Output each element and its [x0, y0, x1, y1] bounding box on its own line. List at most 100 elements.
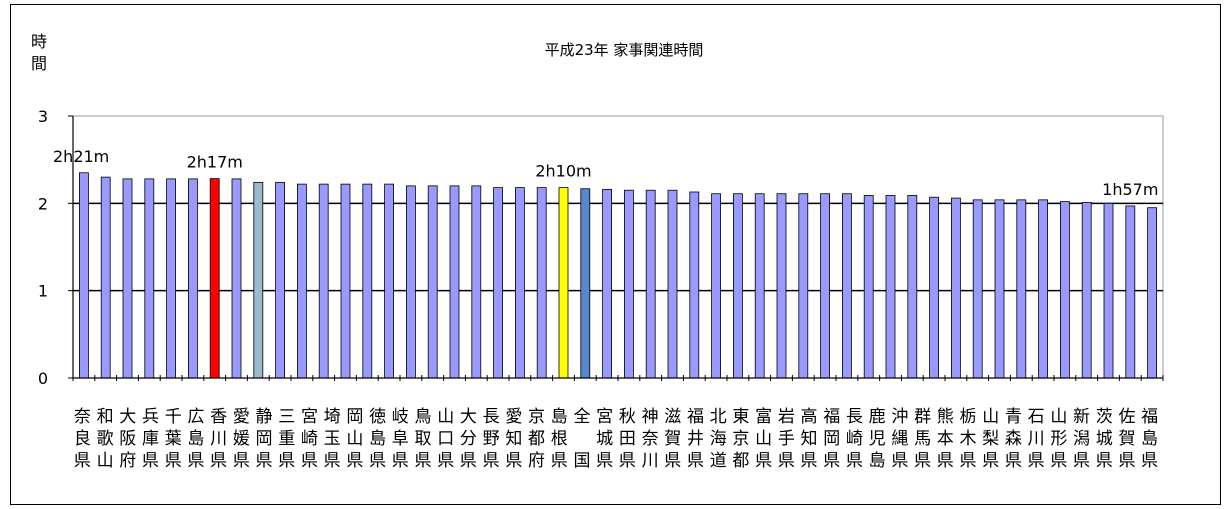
- x-tick-label-char: 県: [369, 451, 386, 471]
- x-tick-label-char: 北: [710, 407, 727, 427]
- x-tick-label-char: 新: [1073, 407, 1090, 427]
- bar: [231, 178, 242, 379]
- x-tick-label-char: 山: [97, 451, 114, 471]
- x-tick-label-char: 京: [732, 429, 749, 449]
- x-tick-label-char: 県: [1096, 451, 1113, 471]
- x-tick-label-char: 県: [891, 451, 908, 471]
- data-label: 2h21m: [53, 147, 109, 166]
- x-tick-label-char: 大: [119, 407, 136, 427]
- x-tick-label-char: 県: [596, 451, 613, 471]
- bar: [907, 195, 918, 379]
- bar: [471, 185, 482, 379]
- bar: [602, 188, 612, 379]
- x-tick-label-char: 道: [710, 451, 727, 471]
- x-tick-label-char: 全: [573, 407, 590, 427]
- x-tick-label-char: 馬: [914, 429, 931, 449]
- x-tick-label-char: 埼: [324, 407, 341, 427]
- x-tick-label-char: 三: [278, 407, 295, 427]
- x-tick-label-char: 県: [687, 451, 704, 471]
- data-labels: 2h21m 2h17m 2h10m 1h57m: [53, 147, 1158, 199]
- y-tick-label: 0: [38, 369, 48, 388]
- chart-title: 平成23年 家事関連時間: [545, 41, 704, 59]
- data-label: 1h57m: [1102, 180, 1158, 199]
- x-tick-label-char: 県: [823, 451, 840, 471]
- x-tick-label-char: 縄: [891, 429, 908, 449]
- bar: [100, 176, 111, 379]
- x-tick-label-char: 重: [278, 429, 295, 449]
- x-tick-label-char: 岐: [392, 407, 409, 427]
- x-tick-label-char: 和: [97, 407, 114, 427]
- x-tick-label-char: 県: [392, 451, 409, 471]
- x-tick-label-char: 県: [505, 451, 522, 471]
- bar: [405, 185, 416, 379]
- x-tick-label-char: 県: [1050, 451, 1067, 471]
- x-tick-label-char: 県: [437, 451, 454, 471]
- bar: [580, 188, 591, 379]
- bar: [536, 187, 547, 379]
- x-tick-label-char: 山: [755, 429, 772, 449]
- bar: [449, 185, 460, 379]
- bar: [79, 172, 89, 379]
- bar: [1125, 205, 1136, 379]
- x-tick-label-char: 賀: [1118, 429, 1135, 449]
- x-tick-label-char: 県: [74, 451, 91, 471]
- x-tick-label-char: 海: [710, 429, 727, 449]
- x-tick-label-char: 福: [687, 407, 704, 427]
- x-tick-label-char: 佐: [1118, 407, 1135, 427]
- bar: [667, 189, 678, 379]
- x-tick-label-char: 高: [801, 407, 818, 427]
- x-tick-label-char: 県: [551, 451, 568, 471]
- x-tick-label-char: 京: [528, 407, 545, 427]
- x-tick-label-char: 取: [414, 429, 431, 449]
- x-tick-label-char: 阜: [392, 429, 409, 449]
- data-label: 2h10m: [535, 162, 591, 181]
- x-tick-label-char: 島: [869, 451, 886, 471]
- bar: [1147, 207, 1157, 379]
- x-tick-label-char: 城: [1096, 429, 1113, 449]
- x-tick-label-char: 県: [1141, 451, 1158, 471]
- bar: [427, 185, 438, 379]
- x-tick-label-char: 県: [1005, 451, 1022, 471]
- bar: [689, 191, 700, 379]
- x-tick-label-char: 梨: [982, 429, 999, 449]
- x-tick-label-char: 県: [233, 451, 250, 471]
- x-tick-label-char: 島: [1141, 429, 1158, 449]
- x-tick-label-char: 分: [460, 429, 477, 449]
- bar: [209, 178, 220, 379]
- x-tick-label-char: 井: [687, 429, 704, 449]
- x-tick-label-char: 知: [801, 429, 818, 449]
- bar: [1103, 202, 1114, 379]
- x-tick-label-char: 滋: [664, 407, 681, 427]
- y-tick-label: 3: [38, 107, 48, 126]
- x-tick-label-char: 広: [187, 407, 204, 427]
- x-tick-label-char: 岩: [778, 407, 795, 427]
- bar: [776, 193, 787, 379]
- x-tick-label-char: 宮: [301, 407, 318, 427]
- bar: [384, 183, 395, 379]
- bar: [994, 199, 1005, 379]
- x-tick-label-char: 福: [1141, 407, 1158, 427]
- x-tick-label-char: 府: [119, 451, 136, 471]
- data-label: 2h17m: [187, 153, 243, 172]
- bar: [493, 187, 504, 379]
- x-tick-label-char: 県: [324, 451, 341, 471]
- x-tick-label-char: 都: [732, 451, 749, 471]
- x-tick-label-char: 県: [187, 451, 204, 471]
- x-tick-label-char: 山: [346, 429, 363, 449]
- bar: [754, 193, 765, 379]
- x-tick-label-char: 山: [982, 407, 999, 427]
- bar: [624, 189, 634, 379]
- x-tick-label-char: 崎: [301, 429, 318, 449]
- x-tick-label-char: 県: [460, 451, 477, 471]
- x-tick-label-char: 国: [573, 451, 590, 471]
- x-tick-label-char: 県: [142, 451, 159, 471]
- x-tick-label-char: 岡: [346, 407, 363, 427]
- x-tick-label-char: 県: [256, 451, 273, 471]
- x-tick-label-char: 大: [460, 407, 477, 427]
- x-tick-label-char: 徳: [369, 407, 386, 427]
- bar: [144, 178, 155, 379]
- x-tick-label-char: 府: [528, 451, 545, 471]
- bar: [1060, 201, 1070, 379]
- bar: [318, 183, 329, 379]
- x-tick-label-char: 県: [846, 451, 863, 471]
